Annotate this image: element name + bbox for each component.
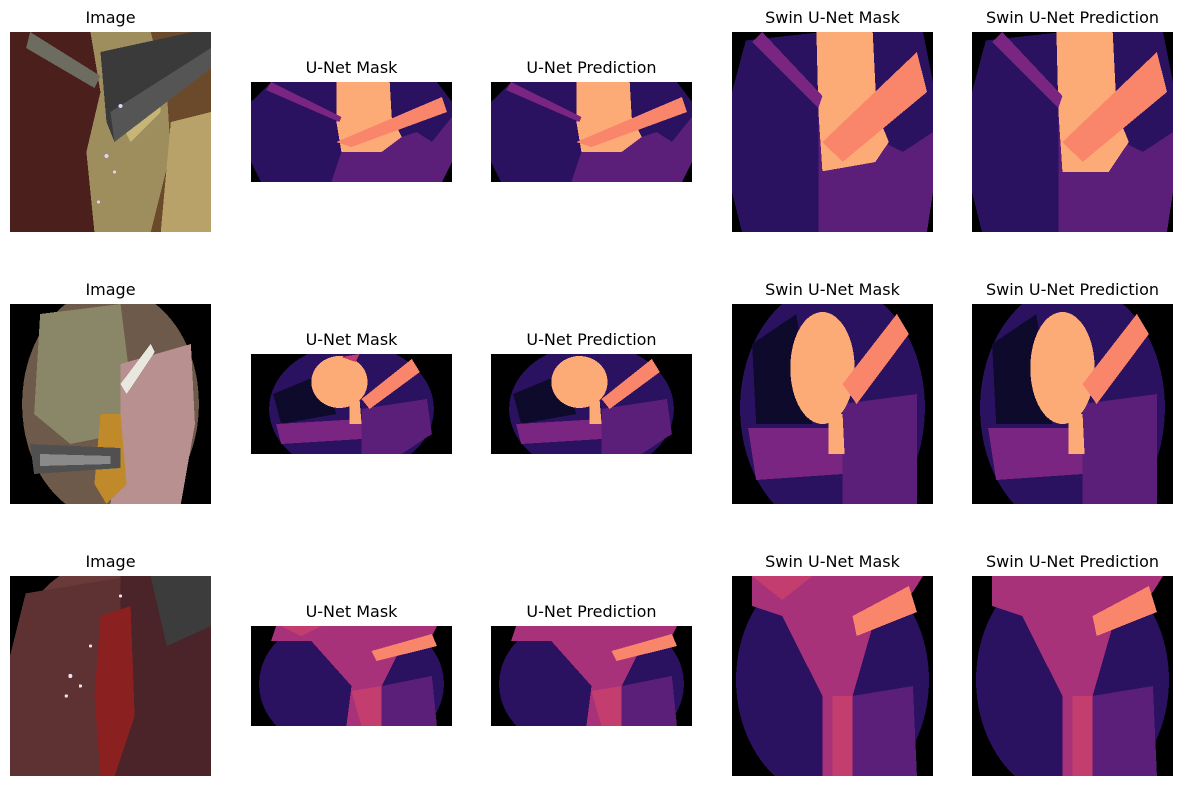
- surgical-photo-liver-grasper: [10, 32, 211, 232]
- panel-title: U-Net Prediction: [526, 602, 657, 621]
- panel-title: U-Net Mask: [305, 602, 398, 621]
- panel-title: Swin U-Net Prediction: [985, 8, 1160, 27]
- row2-unet-mask-panel: U-Net Mask: [251, 330, 452, 454]
- panel-title: Image: [85, 8, 136, 27]
- row1-swin-mask-panel: Swin U-Net Mask: [732, 8, 933, 232]
- panel-title: Swin U-Net Prediction: [985, 552, 1160, 571]
- segmentation-mask-row1-swin: [732, 32, 933, 232]
- row3-unet-prediction-panel: U-Net Prediction: [491, 602, 692, 726]
- segmentation-prediction-row1: [491, 82, 692, 182]
- row3-swin-mask-panel: Swin U-Net Mask: [732, 552, 933, 776]
- row3-swin-prediction-panel: Swin U-Net Prediction: [972, 552, 1173, 776]
- panel-title: Swin U-Net Mask: [765, 552, 900, 571]
- row2-swin-mask-panel: Swin U-Net Mask: [732, 280, 933, 504]
- row2-unet-prediction-panel: U-Net Prediction: [491, 330, 692, 454]
- segmentation-mask-row2-swin: [732, 304, 933, 504]
- panel-title: Image: [85, 552, 136, 571]
- panel-title: U-Net Mask: [305, 330, 398, 349]
- surgical-photo-gallbladder: [10, 304, 211, 504]
- row3-unet-mask-panel: U-Net Mask: [251, 602, 452, 726]
- segmentation-mask-row1: [251, 82, 452, 182]
- row1-swin-prediction-panel: Swin U-Net Prediction: [972, 8, 1173, 232]
- segmentation-prediction-row1-swin: [972, 32, 1173, 232]
- row1-image-panel: Image: [10, 8, 211, 232]
- panel-title: Image: [85, 280, 136, 299]
- row2-swin-prediction-panel: Swin U-Net Prediction: [972, 280, 1173, 504]
- segmentation-prediction-row3-swin: [972, 576, 1173, 776]
- row1-unet-prediction-panel: U-Net Prediction: [491, 58, 692, 182]
- panel-title: U-Net Mask: [305, 58, 398, 77]
- row3-image-panel: Image: [10, 552, 211, 776]
- segmentation-prediction-row2: [491, 354, 692, 454]
- segmentation-mask-row3-swin: [732, 576, 933, 776]
- segmentation-mask-row3: [251, 626, 452, 726]
- row2-image-panel: Image: [10, 280, 211, 504]
- panel-title: Swin U-Net Prediction: [985, 280, 1160, 299]
- panel-title: Swin U-Net Mask: [765, 280, 900, 299]
- row1-unet-mask-panel: U-Net Mask: [251, 58, 452, 182]
- panel-title: U-Net Prediction: [526, 58, 657, 77]
- segmentation-prediction-row3: [491, 626, 692, 726]
- segmentation-prediction-row2-swin: [972, 304, 1173, 504]
- panel-title: U-Net Prediction: [526, 330, 657, 349]
- surgical-photo-bloody-tissue: [10, 576, 211, 776]
- panel-title: Swin U-Net Mask: [765, 8, 900, 27]
- segmentation-mask-row2: [251, 354, 452, 454]
